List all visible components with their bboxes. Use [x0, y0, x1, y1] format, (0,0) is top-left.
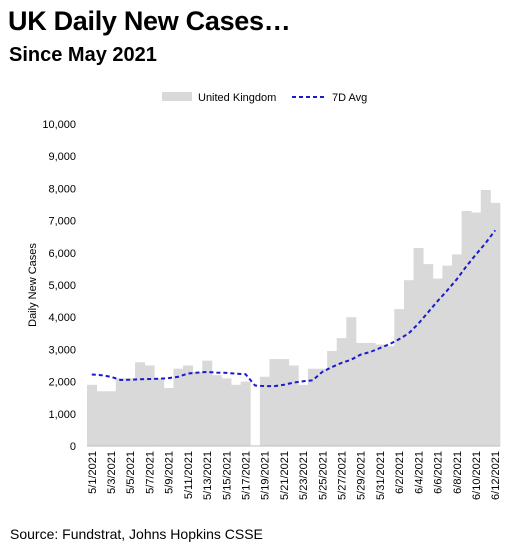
- bar: [106, 391, 117, 446]
- x-tick-label: 5/31/2021: [375, 451, 387, 500]
- x-tick-label: 5/5/2021: [125, 451, 137, 494]
- y-tick-label: 10,000: [42, 119, 76, 131]
- y-tick-label: 9,000: [48, 151, 76, 163]
- y-tick-label: 3,000: [48, 344, 76, 356]
- legend: United Kingdom 7D Avg: [162, 92, 367, 104]
- bar: [154, 378, 165, 446]
- bar: [115, 378, 126, 446]
- bar: [480, 190, 491, 446]
- y-tick-label: 2,000: [48, 377, 76, 389]
- x-tick-label: 5/25/2021: [317, 451, 329, 500]
- x-tick-label: 5/17/2021: [240, 451, 252, 500]
- x-tick-label: 6/12/2021: [490, 451, 502, 500]
- bar: [87, 384, 98, 446]
- bar: [307, 368, 318, 446]
- bar: [336, 338, 347, 446]
- bar: [317, 368, 328, 446]
- y-tick-label: 7,000: [48, 216, 76, 228]
- bar: [163, 388, 174, 446]
- y-tick-label: 6,000: [48, 248, 76, 260]
- bar: [192, 371, 203, 446]
- x-tick-label: 5/13/2021: [202, 451, 214, 500]
- bar: [240, 381, 251, 446]
- bars-united-kingdom: [87, 190, 501, 446]
- y-axis-label: Daily New Cases: [27, 243, 39, 327]
- x-tick-label: 5/19/2021: [260, 451, 272, 500]
- bar: [173, 368, 184, 446]
- bar: [183, 365, 194, 446]
- bar: [355, 342, 366, 446]
- bar: [288, 365, 299, 446]
- x-tick-label: 6/2/2021: [394, 451, 406, 494]
- bar: [298, 384, 309, 446]
- chart-title: UK Daily New Cases…: [8, 6, 291, 36]
- bar: [423, 264, 434, 446]
- bar: [461, 210, 472, 446]
- x-tick-label: 6/10/2021: [471, 451, 483, 500]
- x-tick-label: 5/11/2021: [183, 451, 195, 499]
- bar: [221, 378, 232, 446]
- legend-label-united-kingdom: United Kingdom: [198, 92, 276, 104]
- bar: [144, 365, 155, 446]
- x-tick-label: 5/9/2021: [164, 451, 176, 494]
- x-tick-label: 5/15/2021: [221, 451, 233, 500]
- line-7d-avg: [91, 229, 497, 388]
- bar: [231, 384, 242, 446]
- x-tick-label: 5/29/2021: [356, 451, 368, 500]
- bar: [451, 254, 462, 446]
- bar: [269, 359, 280, 446]
- bar: [375, 344, 386, 446]
- x-tick-label: 6/4/2021: [413, 451, 425, 494]
- bar: [413, 247, 424, 446]
- bar: [259, 376, 270, 446]
- line-7d-avg-path: [91, 229, 497, 388]
- bar: [471, 212, 482, 446]
- y-tick-label: 8,000: [48, 183, 76, 195]
- bar: [96, 391, 107, 446]
- x-axis: 5/1/2021 5/3/2021 5/5/2021 5/7/2021 5/9/2021…: [87, 445, 502, 500]
- bar: [327, 351, 338, 446]
- x-tick-label: 5/3/2021: [106, 451, 118, 494]
- legend-swatch-united-kingdom: [162, 92, 192, 101]
- x-tick-label: 5/1/2021: [87, 451, 99, 494]
- bar: [125, 378, 136, 446]
- bar: [403, 280, 414, 446]
- source-note: Source: Fundstrat, Johns Hopkins CSSE: [10, 526, 263, 542]
- bar: [279, 359, 290, 446]
- x-tick-label: 5/21/2021: [279, 451, 291, 500]
- x-tick-label: 6/8/2021: [452, 451, 464, 494]
- bar: [202, 360, 213, 446]
- x-tick-label: 5/27/2021: [337, 451, 349, 500]
- bar: [135, 362, 146, 446]
- bar: [365, 342, 376, 446]
- bar: [490, 202, 501, 446]
- bar: [442, 265, 453, 446]
- x-tick-label: 5/23/2021: [298, 451, 310, 500]
- bar: [384, 346, 395, 446]
- legend-label-7d-avg: 7D Avg: [332, 92, 367, 104]
- y-axis: 0 1,000 2,000 3,000 4,000 5,000 6,000 7,000 8,00…: [27, 119, 76, 453]
- y-tick-label: 4,000: [48, 312, 76, 324]
- chart-subtitle: Since May 2021: [9, 44, 157, 66]
- y-tick-label: 5,000: [48, 280, 76, 292]
- bar: [394, 309, 405, 446]
- bar: [346, 317, 357, 446]
- bar: [432, 278, 443, 446]
- x-tick-label: 6/6/2021: [433, 451, 445, 494]
- x-tick-label: 5/7/2021: [144, 451, 156, 494]
- y-tick-label: 0: [70, 441, 76, 453]
- bar: [211, 375, 222, 446]
- y-tick-label: 1,000: [48, 409, 76, 421]
